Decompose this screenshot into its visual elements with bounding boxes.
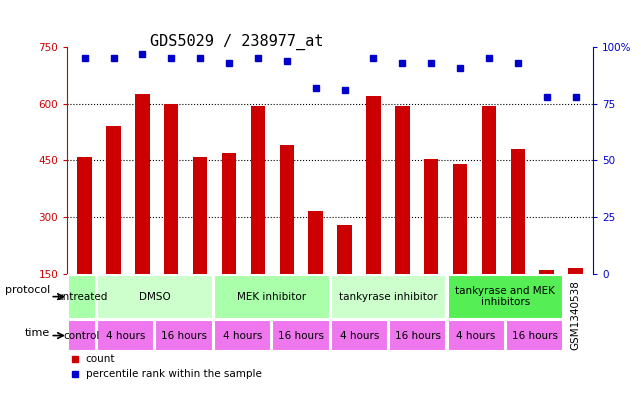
Text: 4 hours: 4 hours	[106, 331, 146, 341]
Text: DMSO: DMSO	[139, 292, 171, 302]
Bar	[447, 275, 563, 319]
Bar	[395, 106, 410, 274]
Text: 16 hours: 16 hours	[395, 331, 441, 341]
Text: protocol: protocol	[4, 285, 50, 295]
Text: GDS5029 / 238977_at: GDS5029 / 238977_at	[151, 33, 324, 50]
Bar	[222, 153, 237, 274]
Bar	[540, 270, 554, 274]
Text: percentile rank within the sample: percentile rank within the sample	[86, 369, 262, 379]
Bar	[569, 268, 583, 274]
Bar	[511, 149, 525, 274]
Bar	[272, 320, 329, 351]
Bar	[389, 320, 446, 351]
Bar	[156, 320, 213, 351]
Bar	[214, 275, 329, 319]
Text: control: control	[63, 331, 100, 341]
Bar	[308, 211, 323, 274]
Bar	[68, 275, 96, 319]
Text: 4 hours: 4 hours	[456, 331, 495, 341]
Bar	[106, 127, 121, 274]
Text: 4 hours: 4 hours	[340, 331, 379, 341]
Text: 16 hours: 16 hours	[161, 331, 207, 341]
Bar	[251, 106, 265, 274]
Bar	[97, 275, 213, 319]
Bar	[78, 157, 92, 274]
Bar	[135, 94, 149, 274]
Text: 4 hours: 4 hours	[223, 331, 262, 341]
Bar	[331, 275, 446, 319]
Text: tankyrase and MEK
inhibitors: tankyrase and MEK inhibitors	[455, 286, 555, 307]
Bar	[337, 224, 352, 274]
Bar	[447, 320, 504, 351]
Text: time: time	[24, 328, 50, 338]
Bar	[424, 158, 438, 274]
Bar	[506, 320, 563, 351]
Bar	[279, 145, 294, 274]
Bar	[164, 104, 178, 274]
Bar	[214, 320, 271, 351]
Bar	[193, 157, 208, 274]
Bar	[453, 164, 467, 274]
Text: untreated: untreated	[56, 292, 108, 302]
Text: MEK inhibitor: MEK inhibitor	[237, 292, 306, 302]
Text: tankyrase inhibitor: tankyrase inhibitor	[339, 292, 438, 302]
Bar	[366, 96, 381, 274]
Text: count: count	[86, 354, 115, 364]
Bar	[482, 106, 496, 274]
Bar	[68, 320, 96, 351]
Text: 16 hours: 16 hours	[278, 331, 324, 341]
Bar	[97, 320, 154, 351]
Bar	[331, 320, 388, 351]
Text: 16 hours: 16 hours	[512, 331, 558, 341]
